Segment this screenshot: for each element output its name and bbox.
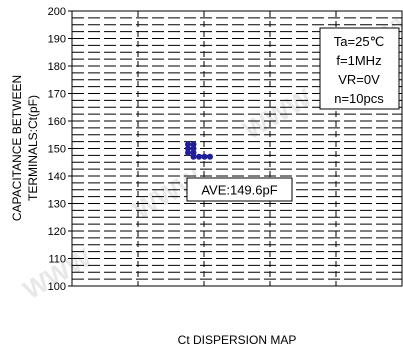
watermark-text: WWW [18,242,97,305]
y-tick-label: 160 [48,116,66,128]
average-box [186,177,293,202]
condition-frequency: f=1MHz [336,53,381,68]
y-tick-label: 200 [48,6,66,18]
data-point [190,149,197,156]
y-tick-label: 120 [48,226,66,238]
y-tick-label: 190 [48,34,66,46]
data-point [185,149,191,156]
conditions-box [319,27,400,110]
data-point [185,145,191,152]
chart-caption: Ct DISPERSION MAP [178,333,297,347]
y-tick-label: 150 [48,144,66,156]
average-label: AVE:149.6pF [201,183,277,198]
y-axis-label-line1: CAPACITANCE BETWEEN [10,75,24,221]
condition-sample-count: n=10pcs [334,91,384,106]
data-point [190,141,197,148]
y-tick-label: 180 [48,61,66,73]
data-point [190,153,197,160]
y-tick-label: 140 [48,171,66,183]
data-point [207,153,213,160]
y-axis-label-line2: TERMINALS:Ct(pF) [26,95,40,201]
data-point [185,141,191,148]
data-points [185,141,213,160]
data-point [196,153,202,160]
y-tick-label: 170 [48,89,66,101]
condition-reverse-voltage: VR=0V [338,72,380,87]
data-point [190,145,197,152]
y-tick-label: 100 [48,281,66,293]
condition-temperature: Ta=25℃ [334,34,384,49]
y-axis-ticks: 100 110 120 130 140 150 160 170 180 190 200 [48,6,72,293]
data-point [201,153,208,160]
y-tick-label: 130 [48,199,66,211]
y-tick-label: 110 [48,254,66,266]
